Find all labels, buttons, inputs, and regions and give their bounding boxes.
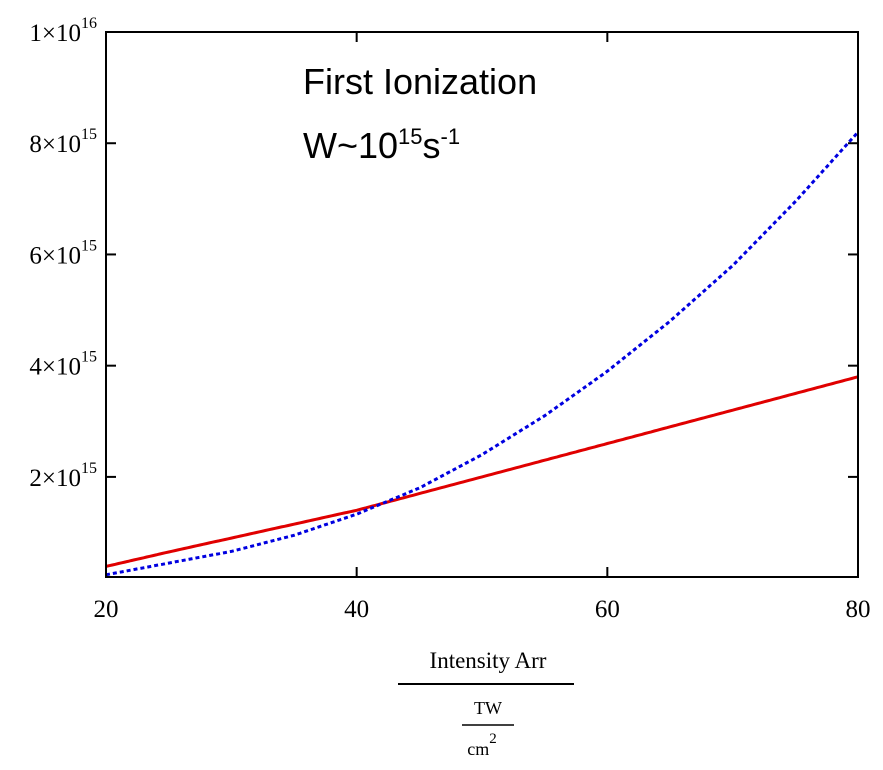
annotation-exp1: 15: [398, 124, 422, 149]
x-axis-label: Intensity Arr TW cm2: [398, 648, 574, 759]
series-layer: [105, 131, 860, 577]
y-tick-label: 4×1015: [29, 349, 97, 381]
annotation-mid: s: [423, 125, 441, 166]
ticks-layer: 20 40 60 80 2×1015 4×1015 6×1015 8×1015 1×1016: [29, 15, 870, 623]
x-tick-label: 60: [595, 596, 620, 623]
xlabel-unit-exp: 2: [489, 731, 497, 747]
xlabel-denominator-bottom: cm2: [467, 731, 497, 759]
xlabel-unit-base: cm: [467, 739, 489, 759]
annotation-line1: First Ionization: [303, 61, 537, 102]
annotation: First Ionization W~1015s-1: [303, 61, 537, 166]
xlabel-numerator: Intensity Arr: [430, 648, 547, 673]
x-tick-label: 20: [94, 596, 119, 623]
x-tick-label: 80: [846, 596, 871, 623]
y-tick-label: 8×1015: [29, 126, 97, 158]
y-tick-label: 6×1015: [29, 237, 97, 269]
series-line-2: [105, 131, 860, 577]
annotation-exp2: -1: [441, 124, 461, 149]
y-tick-label: 1×1016: [29, 15, 97, 47]
annotation-line2: W~1015s-1: [303, 124, 460, 166]
y-tick-label: 2×1015: [29, 460, 97, 492]
plot-frame: [105, 31, 859, 578]
x-tick-label: 40: [344, 596, 369, 623]
annotation-base: W~10: [303, 125, 398, 166]
xlabel-denominator-top: TW: [474, 698, 502, 718]
series-line-1: [105, 375, 859, 568]
